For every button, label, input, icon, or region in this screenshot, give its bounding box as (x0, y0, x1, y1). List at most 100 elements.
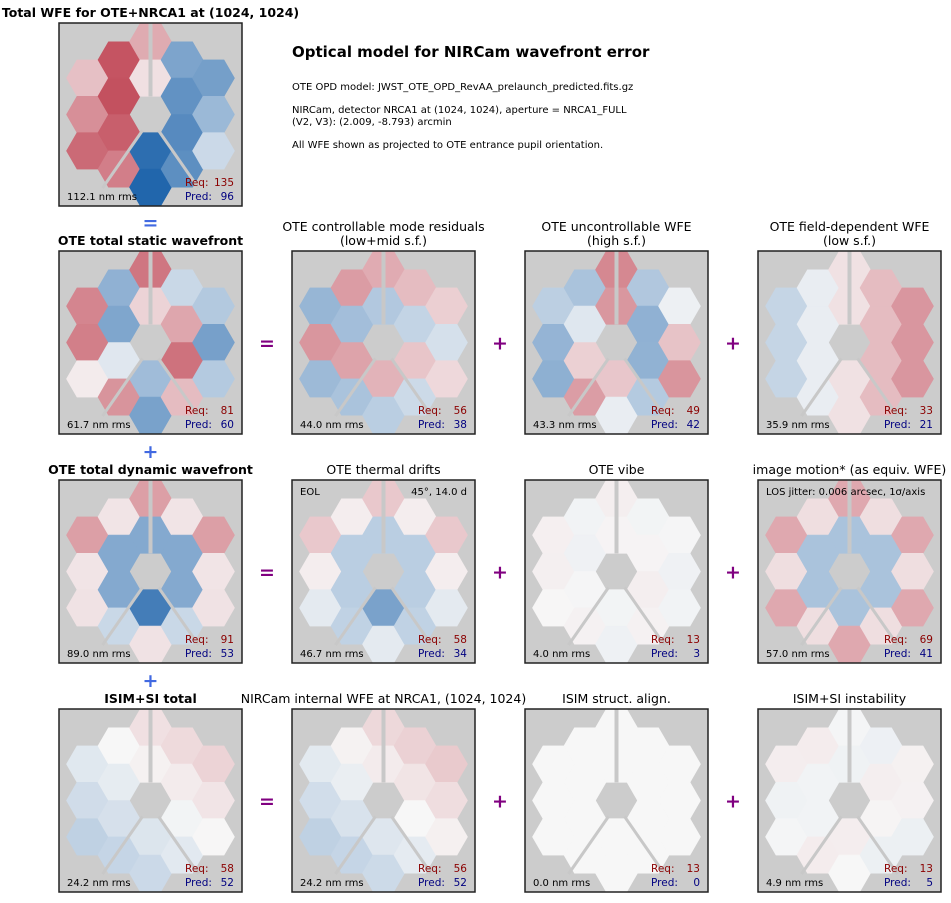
pred-label: Pred: (651, 648, 678, 660)
row-operator: + (143, 441, 159, 463)
strut (567, 357, 610, 417)
strut (157, 357, 200, 417)
panel-title: ISIM+SI instability (793, 691, 907, 706)
req-value: 91 (221, 634, 234, 646)
req-label: Req: (185, 177, 209, 189)
pred-label: Pred: (884, 419, 911, 431)
panel-title: OTE total static wavefront (58, 233, 243, 248)
strut (157, 129, 200, 189)
column-operator: = (259, 562, 275, 584)
mirror-segment (891, 589, 934, 627)
req-value: 13 (687, 634, 700, 646)
panel-title: ISIM struct. align. (562, 691, 671, 706)
wavefront-panel: 0.0 nm rms Req: 13 Pred: 0 ISIM struct. align… (524, 691, 709, 893)
req-value: 58 (454, 634, 467, 646)
req-value: 49 (687, 405, 700, 417)
rms-label: 112.1 nm rms (67, 192, 137, 203)
rms-label: 43.3 nm rms (533, 420, 597, 431)
strut (567, 815, 610, 875)
mirror-segment (425, 360, 468, 398)
strut (157, 815, 200, 875)
pred-value: 52 (454, 877, 467, 889)
wavefront-panel: 43.3 nm rms Req: 49 Pred: 42 OTE uncontrollab… (524, 219, 709, 435)
panel-title: ISIM+SI total (104, 691, 196, 706)
req-value: 135 (214, 177, 234, 189)
pred-label: Pred: (651, 877, 678, 889)
req-label: Req: (418, 634, 442, 646)
req-value: 81 (221, 405, 234, 417)
wavefront-panel: 4.0 nm rms Req: 13 Pred: 3 OTE vibe (524, 462, 709, 664)
strut (623, 586, 666, 646)
req-label: Req: (185, 405, 209, 417)
rms-label: 4.0 nm rms (533, 649, 590, 660)
rms-label: 24.2 nm rms (300, 878, 364, 889)
strut (101, 815, 144, 875)
rms-label: 35.9 nm rms (766, 420, 830, 431)
strut (390, 815, 433, 875)
strut (390, 586, 433, 646)
panel-title: (low+mid s.f.) (340, 233, 427, 248)
panel-title: OTE thermal drifts (326, 462, 440, 477)
panel-frame (58, 708, 243, 893)
strut (390, 357, 433, 417)
rms-label: 57.0 nm rms (766, 649, 830, 660)
panel-title: Total WFE for OTE+NRCA1 at (1024, 1024) (2, 5, 299, 20)
pred-value: 53 (221, 648, 234, 660)
panel-title: image motion* (as equiv. WFE) (753, 462, 947, 477)
pred-label: Pred: (418, 877, 445, 889)
pred-label: Pred: (418, 419, 445, 431)
strut (800, 815, 843, 875)
mirror-segment (425, 818, 468, 856)
strut (101, 586, 144, 646)
panel-frame (524, 708, 709, 893)
strut (856, 586, 899, 646)
req-label: Req: (884, 634, 908, 646)
panel-note: 45°, 14.0 d (411, 487, 467, 498)
rms-label: 44.0 nm rms (300, 420, 364, 431)
req-label: Req: (418, 405, 442, 417)
panel-frame (757, 708, 942, 893)
wavefront-panel: 44.0 nm rms Req: 56 Pred: 38 OTE controllable… (282, 219, 485, 435)
panel-title: NIRCam internal WFE at NRCA1, (1024, 102… (241, 691, 526, 706)
req-value: 56 (454, 863, 468, 875)
wavefront-panel: 35.9 nm rms Req: 33 Pred: 21 OTE field-depend… (757, 219, 942, 435)
wavefront-panel: 4.9 nm rms Req: 13 Pred: 5 ISIM+SI instabilit… (757, 691, 942, 893)
wavefront-panel: 57.0 nm rms Req: 69 Pred: 41 LOS jitter: 0.00… (753, 462, 947, 664)
wavefront-panel: 61.7 nm rms Req: 81 Pred: 60 OTE total static… (58, 233, 243, 435)
column-operator: + (725, 562, 741, 584)
req-value: 33 (920, 405, 933, 417)
panel-title: OTE vibe (589, 462, 645, 477)
strut (101, 129, 144, 189)
mirror-segment (192, 818, 235, 856)
req-value: 56 (454, 405, 468, 417)
panel-frame (58, 22, 243, 207)
mirror-segment (192, 132, 235, 170)
pred-label: Pred: (185, 648, 212, 660)
req-label: Req: (884, 405, 908, 417)
strut (334, 815, 377, 875)
panel-title: OTE field-dependent WFE (770, 219, 930, 234)
panel-frame (524, 250, 709, 435)
panel-frame (291, 250, 476, 435)
strut (800, 357, 843, 417)
req-label: Req: (651, 405, 675, 417)
rms-label: 4.9 nm rms (766, 878, 823, 889)
req-label: Req: (185, 863, 209, 875)
column-operator: + (492, 333, 508, 355)
strut (567, 586, 610, 646)
strut (856, 815, 899, 875)
pred-value: 21 (920, 419, 933, 431)
req-label: Req: (185, 634, 209, 646)
panel-frame (757, 479, 942, 664)
column-operator: = (259, 333, 275, 355)
rms-label: 46.7 nm rms (300, 649, 364, 660)
strut (101, 357, 144, 417)
header-line: All WFE shown as projected to OTE entran… (292, 140, 603, 151)
pred-value: 3 (693, 648, 700, 660)
wavefront-panel: 89.0 nm rms Req: 91 Pred: 53 OTE total dynami… (48, 462, 253, 664)
rms-label: 61.7 nm rms (67, 420, 131, 431)
rms-label: 89.0 nm rms (67, 649, 131, 660)
panel-note: LOS jitter: 0.006 arcsec, 1σ/axis (766, 487, 925, 498)
